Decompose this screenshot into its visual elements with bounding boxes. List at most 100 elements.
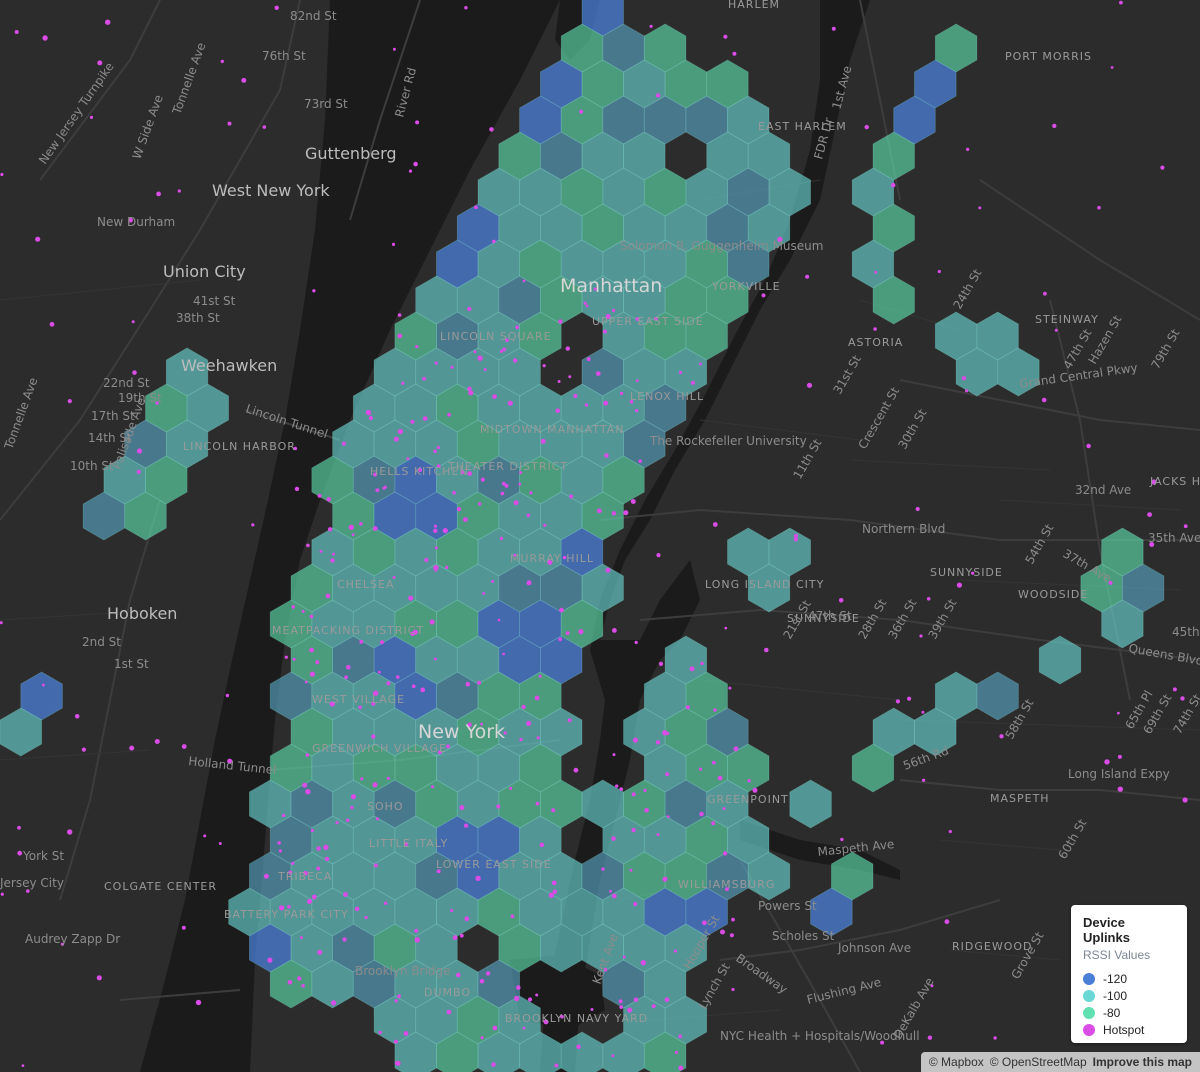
hotspot-marker	[612, 753, 616, 757]
label-williamsburg: WILLIAMSBURG	[678, 878, 775, 891]
hotspot-marker	[565, 346, 570, 351]
hotspot-marker	[288, 870, 293, 875]
hotspot-marker	[518, 482, 522, 486]
hotspot-marker	[181, 925, 186, 930]
hotspot-marker	[569, 494, 574, 499]
hotspot-marker	[241, 77, 247, 83]
hotspot-marker	[195, 999, 202, 1006]
hotspot-marker	[595, 371, 601, 376]
hotspot-marker	[611, 308, 616, 313]
hotspot-marker	[156, 191, 162, 197]
label-hoboken: Hoboken	[107, 604, 177, 623]
label-new-york: New York	[418, 721, 505, 743]
attribution-mapbox-link[interactable]: © Mapbox	[928, 1055, 984, 1069]
hotspot-marker	[632, 737, 639, 743]
hotspot-marker	[297, 976, 302, 981]
hotspot-marker	[227, 121, 232, 126]
hotspot-marker	[480, 1036, 484, 1040]
hotspot-marker	[521, 704, 526, 710]
hotspot-marker	[447, 412, 451, 417]
hotspot-marker	[331, 1000, 337, 1006]
label-sunnyside-2: SUNNYSIDE	[787, 612, 860, 625]
hotspot-marker	[722, 851, 728, 856]
hotspot-marker	[456, 506, 462, 512]
hotspot-marker	[522, 1026, 526, 1030]
label-manhattan: Manhattan	[560, 275, 662, 297]
hex-cell	[914, 707, 957, 757]
hotspot-marker	[633, 997, 639, 1002]
hotspot-marker	[424, 557, 429, 563]
hotspot-marker	[360, 777, 364, 781]
hotspot-marker	[351, 533, 355, 537]
hotspot-marker	[436, 869, 441, 874]
improve-map-link[interactable]: Improve this map	[1092, 1055, 1192, 1069]
hotspot-marker	[359, 522, 363, 526]
label-lower-east: LOWER EAST SIDE	[436, 858, 552, 871]
hotspot-marker	[604, 453, 609, 458]
hotspot-marker	[41, 683, 45, 687]
hotspot-marker	[634, 640, 638, 645]
hotspot-marker	[278, 849, 282, 853]
hotspot-marker	[459, 805, 465, 811]
hotspot-marker	[464, 916, 470, 922]
hotspot-marker	[474, 205, 478, 210]
label-45th-ave: 45th Ave	[1172, 625, 1200, 639]
hotspot-marker	[456, 972, 461, 978]
hotspot-marker	[1183, 524, 1188, 529]
attribution-osm-link[interactable]: © OpenStreetMap	[989, 1055, 1087, 1069]
hotspot-marker	[551, 880, 557, 886]
hotspot-marker	[459, 933, 464, 938]
hotspot-marker	[413, 161, 418, 167]
hotspot-marker	[304, 680, 308, 684]
hotspot-marker	[460, 470, 465, 475]
label-meatpacking: MEATPACKING DISTRICT	[272, 624, 424, 637]
hotspot-marker	[274, 5, 279, 10]
label-east-harlem: EAST HARLEM	[758, 120, 847, 133]
hotspot-marker	[502, 652, 505, 656]
hotspot-marker	[522, 279, 526, 283]
hotspot-marker	[728, 686, 732, 690]
label-jersey-city: Jersey City	[0, 876, 64, 890]
hotspot-marker	[536, 736, 540, 740]
hotspot-marker	[944, 919, 950, 925]
hotspot-marker	[551, 808, 556, 813]
hotspot-marker	[761, 293, 766, 298]
hotspot-marker	[306, 898, 313, 905]
label-76th: 76th St	[262, 49, 306, 63]
legend-label-hotspot: Hotspot	[1103, 1022, 1145, 1037]
hotspot-marker	[267, 957, 273, 963]
hotspot-marker	[287, 980, 293, 985]
hotspot-marker	[999, 734, 1004, 739]
hotspot-marker	[805, 274, 810, 279]
hotspot-marker	[619, 787, 624, 791]
hotspot-marker	[699, 362, 702, 366]
hotspot-marker	[403, 1031, 409, 1036]
hotspot-marker	[733, 746, 739, 752]
hotspot-marker	[467, 386, 472, 391]
hotspot-marker	[401, 381, 405, 385]
hotspot-marker	[294, 486, 300, 492]
label-battery: BATTERY PARK CITY	[224, 908, 349, 921]
hotspot-marker	[0, 621, 3, 625]
hotspot-marker	[880, 1040, 885, 1045]
hotspot-marker	[345, 818, 350, 823]
hotspot-marker	[284, 655, 288, 659]
hotspot-marker	[519, 471, 523, 475]
hotspot-marker	[292, 657, 296, 661]
hotspot-marker	[1097, 205, 1101, 210]
hotspot-marker	[49, 321, 55, 327]
hotspot-marker	[220, 59, 224, 64]
hotspot-marker	[529, 491, 533, 495]
hotspot-marker	[316, 866, 321, 871]
hotspot-marker	[392, 576, 396, 579]
hotspot-marker	[386, 681, 391, 686]
hotspot-marker	[465, 681, 471, 687]
hotspot-marker	[608, 889, 612, 893]
hotspot-marker	[373, 863, 378, 868]
hotspot-marker	[35, 236, 41, 242]
hotspot-marker	[477, 680, 482, 685]
hotspot-marker	[415, 345, 419, 349]
label-colgate: COLGATE CENTER	[104, 880, 217, 893]
hotspot-marker	[655, 740, 661, 745]
